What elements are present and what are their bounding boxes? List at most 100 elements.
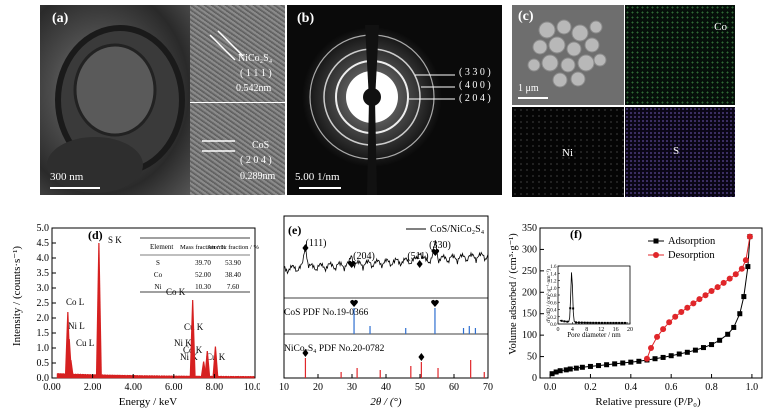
bet-ytick-label: 350 xyxy=(522,223,537,234)
eds-ytick-label: 2.0 xyxy=(37,313,50,324)
table-cell: 10.30 xyxy=(195,283,211,291)
heart-marker xyxy=(347,260,356,268)
diamond-marker xyxy=(418,353,425,361)
xrd-xtick-label: 60 xyxy=(449,382,459,393)
bet-xlabel: Relative pressure (P/P₀) xyxy=(595,396,701,408)
panel-b-scale-text: 5.00 1/nm xyxy=(295,171,340,183)
inset-ylabel: dV/dD / (cm³·g⁻¹·nm⁻¹) xyxy=(545,269,552,323)
eds-background xyxy=(56,372,256,379)
bet-ytick-label: 300 xyxy=(522,244,537,255)
inset-pore-point xyxy=(595,321,598,324)
inset-ytick-label: 0.6 xyxy=(550,301,557,306)
eds-map-ni: Ni xyxy=(512,107,624,197)
eds-ytick-label: 3.0 xyxy=(37,283,50,294)
desorption-point xyxy=(690,300,697,307)
inset-pore-point xyxy=(577,321,580,324)
table-row-co: Co 52.00 38.40 xyxy=(154,271,241,279)
adsorption-point xyxy=(567,366,573,372)
inset-pore-point xyxy=(600,321,603,324)
adsorption-point xyxy=(700,345,706,351)
peak-label-204: (204) xyxy=(353,251,375,262)
adsorption-point xyxy=(684,349,690,355)
eds-peak xyxy=(67,360,74,378)
peak-s-k: S K xyxy=(108,235,122,245)
peak-ni-l: Ni L xyxy=(68,321,85,331)
desorption-point xyxy=(720,279,727,286)
desorption-point xyxy=(684,304,691,311)
table-cell: Co xyxy=(154,271,163,279)
panel-a-label: (a) xyxy=(52,11,69,26)
xrd-pattern-line xyxy=(283,240,489,275)
eds-ytick-label: 1.5 xyxy=(37,328,50,339)
inset-pore-point xyxy=(592,321,595,324)
adsorption-point xyxy=(596,363,602,369)
xrd-xtick-label: 40 xyxy=(381,382,391,393)
inset-xtick-label: 4 xyxy=(571,327,574,333)
eds-xtick-label: 10.00 xyxy=(244,382,260,393)
legend-adsorption-marker xyxy=(653,238,659,244)
adsorption-point xyxy=(628,359,634,365)
desorption-point xyxy=(643,355,650,362)
panel-a-scale-bar xyxy=(50,187,100,189)
eds-xtick-label: 8.00 xyxy=(206,382,224,393)
ring-label-400: ( 4 0 0 ) xyxy=(459,80,491,91)
eds-spectrum-chart: Intensity / (counts·s⁻¹) Energy / keV (d… xyxy=(11,223,260,408)
adsorption-point xyxy=(553,369,559,375)
diamond-marker xyxy=(416,260,423,268)
ring-label-204: ( 2 0 4 ) xyxy=(459,93,491,104)
inset-ytick-label: 1.6 xyxy=(550,265,557,270)
lattice-marker-bottom xyxy=(202,140,235,152)
inset-pore-point xyxy=(609,321,612,324)
peak-cu-l: Cu L xyxy=(76,338,94,348)
inset-xtick-label: 20 xyxy=(627,327,633,333)
desorption-point xyxy=(714,284,721,291)
adsorption-point xyxy=(737,311,743,317)
inset-pore-point xyxy=(560,319,563,322)
inset-pore-point xyxy=(580,321,583,324)
inset-pore-point xyxy=(589,321,592,324)
saed-pattern xyxy=(302,25,455,195)
peak-ni-k: Ni K xyxy=(174,338,192,348)
legend-desorption-marker xyxy=(653,252,659,258)
adsorption-point xyxy=(692,347,698,353)
inset-pore-point xyxy=(623,321,626,324)
inset-ytick-label: 0.8 xyxy=(550,294,557,299)
desorption-point xyxy=(708,288,715,294)
desorption-point xyxy=(732,271,739,278)
bet-xtick-label: 0.0 xyxy=(544,382,557,393)
ref-cos: CoS PDF No.19-0366 xyxy=(284,308,368,318)
eds-ytick-label: 0.0 xyxy=(37,373,50,384)
adsorption-point xyxy=(717,337,723,343)
bet-ytick-label: 200 xyxy=(522,287,537,298)
inset-pore-point xyxy=(563,320,566,323)
bet-ytick-label: 150 xyxy=(522,309,537,320)
bet-ylabel: Volume adsorbed / (cm³·g⁻¹) xyxy=(508,233,519,355)
desorption-point xyxy=(696,296,703,303)
inset-top-phase: NiCo₂S₄ xyxy=(238,53,273,64)
desorption-point xyxy=(666,319,673,326)
inset-top-plane: ( 1 1 1 ) xyxy=(240,68,272,79)
inset-xtick-label: 0 xyxy=(557,327,560,333)
panel-b-label: (b) xyxy=(297,11,315,26)
adsorption-point xyxy=(620,360,626,366)
panel-f-label: (f) xyxy=(570,227,582,241)
xrd-xtick-label: 70 xyxy=(483,382,493,393)
peak-label-111: (111) xyxy=(306,238,327,249)
bet-xtick-label: 0.8 xyxy=(705,382,718,393)
adsorption-point xyxy=(604,362,610,368)
desorption-point xyxy=(654,333,661,340)
eds-ytick-label: 4.5 xyxy=(37,238,50,249)
table-header-atomic: Atomic fraction / % xyxy=(207,244,259,251)
bet-ytick-label: 0 xyxy=(532,373,537,384)
sem-particles xyxy=(527,19,607,88)
adsorption-point xyxy=(725,331,731,337)
map-label-s: S xyxy=(673,145,680,157)
eds-ylabel: Intensity / (counts·s⁻¹) xyxy=(11,246,23,346)
desorption-point xyxy=(678,309,685,315)
eds-xtick-label: 2.00 xyxy=(84,382,102,393)
table-row-ni: Ni 10.30 7.60 xyxy=(155,283,240,291)
bet-plot-frame xyxy=(539,227,763,379)
panel-c-scale-text: 1 μm xyxy=(518,83,539,94)
panel-d-label: (d) xyxy=(88,228,103,242)
inset-pore-point xyxy=(606,321,609,324)
